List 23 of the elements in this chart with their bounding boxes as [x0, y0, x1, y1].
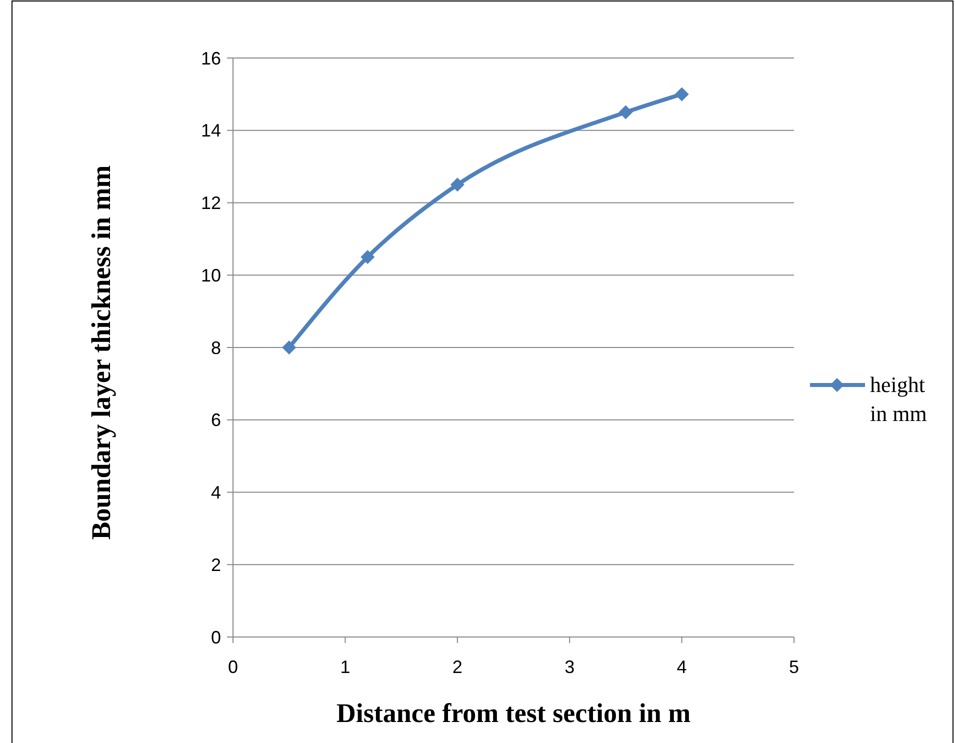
x-tick-label: 4 — [676, 657, 687, 677]
x-tick-label: 0 — [228, 657, 238, 677]
point — [618, 105, 633, 120]
x-axis-title: Distance from test section in m — [336, 698, 692, 728]
y-tick-label: 8 — [210, 338, 221, 358]
y-tick-label: 6 — [210, 410, 221, 430]
point — [450, 178, 464, 192]
y-axis-title: Boundary layer thickness in mm — [86, 164, 116, 540]
y-tick-label: 14 — [200, 120, 221, 141]
x-tick-label: 3 — [564, 657, 575, 677]
legend-label: height in mm — [870, 372, 927, 426]
y-tick-label: 4 — [210, 482, 221, 503]
x-tick-label: 5 — [788, 657, 800, 677]
y-tick-label: 12 — [200, 193, 221, 214]
point — [282, 340, 296, 354]
point — [674, 87, 689, 102]
y-tick-label: 10 — [200, 265, 221, 286]
x-tick-label: 1 — [340, 657, 350, 677]
y-tick-label: 2 — [210, 554, 221, 575]
y-tick-label: 16 — [200, 48, 221, 68]
y-tick-label: 0 — [210, 627, 221, 648]
point — [360, 250, 375, 264]
x-tick-label: 2 — [452, 657, 462, 677]
